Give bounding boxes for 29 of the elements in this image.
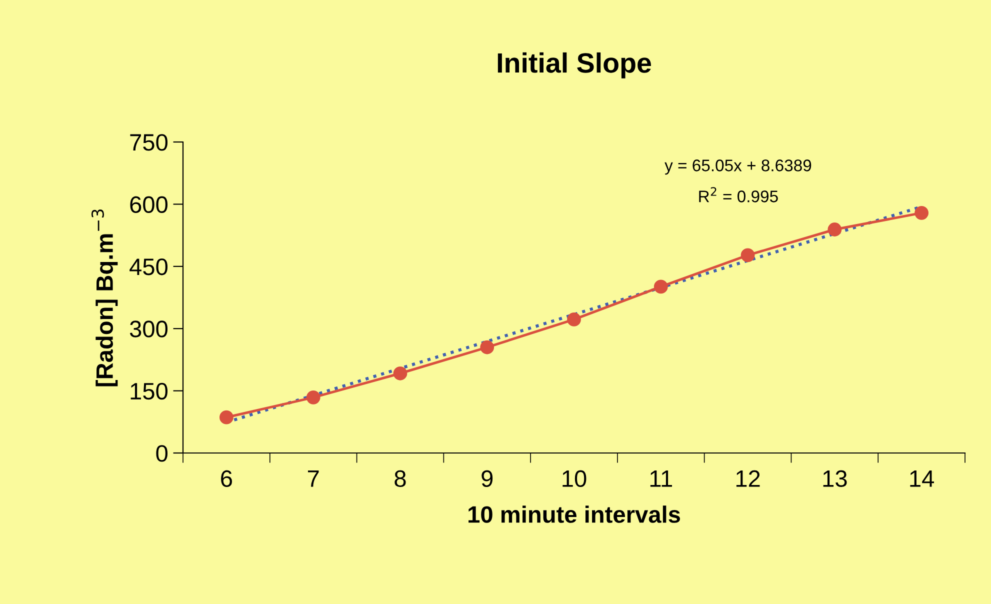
- y-tick-label: 300: [130, 320, 168, 338]
- x-axis-title: 10 minute intervals: [468, 506, 680, 523]
- chart-title: Initial Slope: [498, 52, 651, 78]
- point: [567, 312, 581, 326]
- point: [480, 340, 494, 354]
- y-tick-label: 0: [156, 445, 168, 462]
- y-tick-label: 150: [130, 382, 168, 400]
- x-tick-label: 7: [308, 470, 319, 487]
- x-tick-label: 12: [736, 470, 760, 487]
- point: [306, 390, 320, 404]
- point: [914, 206, 928, 220]
- point: [393, 366, 408, 380]
- point: [654, 280, 668, 294]
- x-tick-label: 9: [482, 470, 493, 488]
- annotation: y = 65.05x + 8.6389: [664, 160, 812, 175]
- point: [220, 410, 234, 424]
- x-tick-label: 8: [394, 470, 406, 488]
- x-tick-label: 14: [910, 470, 934, 487]
- y-tick-label: 750: [130, 134, 168, 151]
- x-tick-label: 6: [221, 470, 232, 488]
- y-tick-label: 600: [130, 196, 168, 213]
- y-tick-label: 450: [130, 258, 168, 276]
- x-tick-label: 11: [650, 470, 672, 487]
- point: [828, 222, 842, 236]
- point: [740, 248, 755, 262]
- x-tick-label: 13: [823, 470, 847, 488]
- y-axis-title: [Radon] Bq.m$^{−3}$: [91, 210, 118, 386]
- annotation: R$^{2}$ = 0.995: [699, 187, 778, 202]
- x-tick-label: 10: [562, 470, 586, 488]
